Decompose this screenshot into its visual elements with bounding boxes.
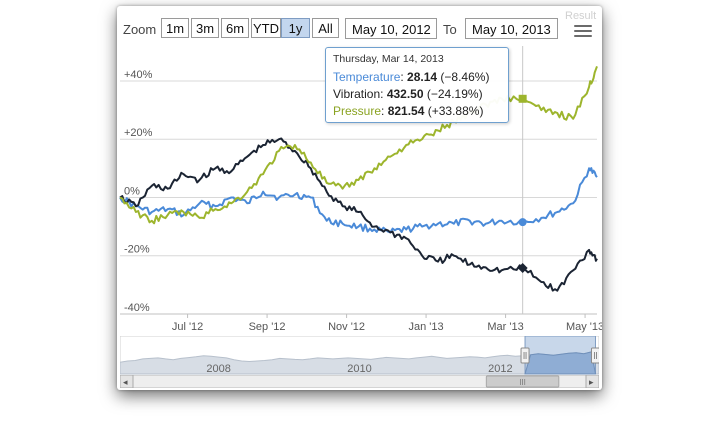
to-label: To bbox=[443, 22, 457, 37]
navigator-selected-area bbox=[524, 351, 597, 375]
zoom-1m-button[interactable]: 1m bbox=[161, 18, 189, 38]
zoom-ytd-button[interactable]: YTD bbox=[251, 18, 281, 38]
scrollbar-thumb[interactable] bbox=[485, 375, 560, 388]
marker-pressure bbox=[518, 94, 527, 103]
scrollbar-grip-icon: III bbox=[519, 378, 526, 387]
range-selector-toolbar: Zoom 1m 3m 6m YTD 1y All May 10, 2012 To… bbox=[117, 6, 602, 46]
zoom-6m-button[interactable]: 6m bbox=[221, 18, 249, 38]
scroll-left-button[interactable] bbox=[120, 375, 134, 388]
x-tick-label: Jan '13 bbox=[409, 321, 444, 333]
navigator[interactable]: 2008 2010 2012 bbox=[120, 336, 599, 376]
tooltip-change: (−8.46%) bbox=[440, 70, 490, 84]
hover-tooltip: Thursday, Mar 14, 2013 Temperature: 28.1… bbox=[325, 47, 509, 123]
scroll-right-button[interactable] bbox=[585, 375, 599, 388]
tooltip-row-vibration: Vibration: 432.50 (−24.19%) bbox=[333, 87, 483, 101]
y-tick-label: +40% bbox=[124, 69, 153, 81]
tooltip-series-name: Pressure bbox=[333, 104, 382, 118]
tooltip-value: 28.14 bbox=[407, 70, 438, 84]
scrollbar[interactable]: ◂ ▸ III bbox=[120, 375, 599, 388]
tooltip-date: Thursday, Mar 14, 2013 bbox=[333, 53, 444, 65]
x-tick-label: Mar '13 bbox=[487, 321, 523, 333]
tooltip-series-name: Temperature bbox=[333, 70, 401, 84]
tooltip-change: (−24.19%) bbox=[426, 87, 483, 101]
from-date-input[interactable]: May 10, 2012 bbox=[345, 18, 437, 39]
marker-temperature bbox=[518, 218, 527, 227]
stock-chart-widget: Zoom 1m 3m 6m YTD 1y All May 10, 2012 To… bbox=[117, 6, 602, 390]
zoom-3m-button[interactable]: 3m bbox=[191, 18, 219, 38]
y-axis-labels: +40% +20% 0% -20% -40% bbox=[124, 69, 153, 314]
hamburger-menu-icon[interactable] bbox=[574, 25, 592, 39]
tooltip-change: (+33.88%) bbox=[427, 104, 484, 118]
x-axis-labels: Jul '12 Sep '12 Nov '12 Jan '13 Mar '13 May '… bbox=[172, 314, 602, 333]
navigator-year-label: 2010 bbox=[347, 363, 371, 375]
y-tick-label: -20% bbox=[124, 244, 150, 256]
y-tick-label: -40% bbox=[124, 302, 150, 314]
zoom-1y-button[interactable]: 1y bbox=[281, 18, 310, 38]
y-tick-label: 0% bbox=[124, 185, 140, 197]
result-watermark: Result bbox=[565, 10, 597, 22]
zoom-all-button[interactable]: All bbox=[312, 18, 339, 38]
navigator-handles[interactable] bbox=[520, 347, 599, 364]
x-tick-label: May '13 bbox=[566, 321, 602, 333]
tooltip-value: 821.54 bbox=[387, 104, 425, 118]
main-plot: +40% +20% 0% -20% -40% Jul '12 Sep '12 Nov '12… bbox=[119, 46, 602, 333]
tooltip-row-temperature: Temperature: 28.14 (−8.46%) bbox=[333, 70, 490, 84]
to-date-input[interactable]: May 10, 2013 bbox=[465, 18, 558, 39]
y-tick-label: +20% bbox=[124, 127, 153, 139]
navigator-year-label: 2008 bbox=[206, 363, 230, 375]
navigator-left-handle[interactable] bbox=[520, 347, 530, 364]
tooltip-row-pressure: Pressure: 821.54 (+33.88%) bbox=[333, 104, 484, 118]
tooltip-value: 432.50 bbox=[386, 87, 424, 101]
x-tick-label: Jul '12 bbox=[172, 321, 203, 333]
scroll-left-arrow-icon: ◂ bbox=[123, 377, 128, 387]
x-tick-label: Sep '12 bbox=[249, 321, 286, 333]
scroll-right-arrow-icon: ▸ bbox=[589, 377, 594, 387]
tooltip-series-name: Vibration bbox=[333, 87, 381, 101]
navigator-labels: 2008 2010 2012 bbox=[206, 363, 512, 375]
hover-markers bbox=[517, 94, 528, 273]
navigator-year-label: 2012 bbox=[488, 363, 512, 375]
zoom-label: Zoom bbox=[123, 22, 157, 37]
marker-vibration bbox=[517, 262, 528, 273]
x-tick-label: Nov '12 bbox=[328, 321, 365, 333]
navigator-right-handle[interactable] bbox=[590, 347, 599, 364]
